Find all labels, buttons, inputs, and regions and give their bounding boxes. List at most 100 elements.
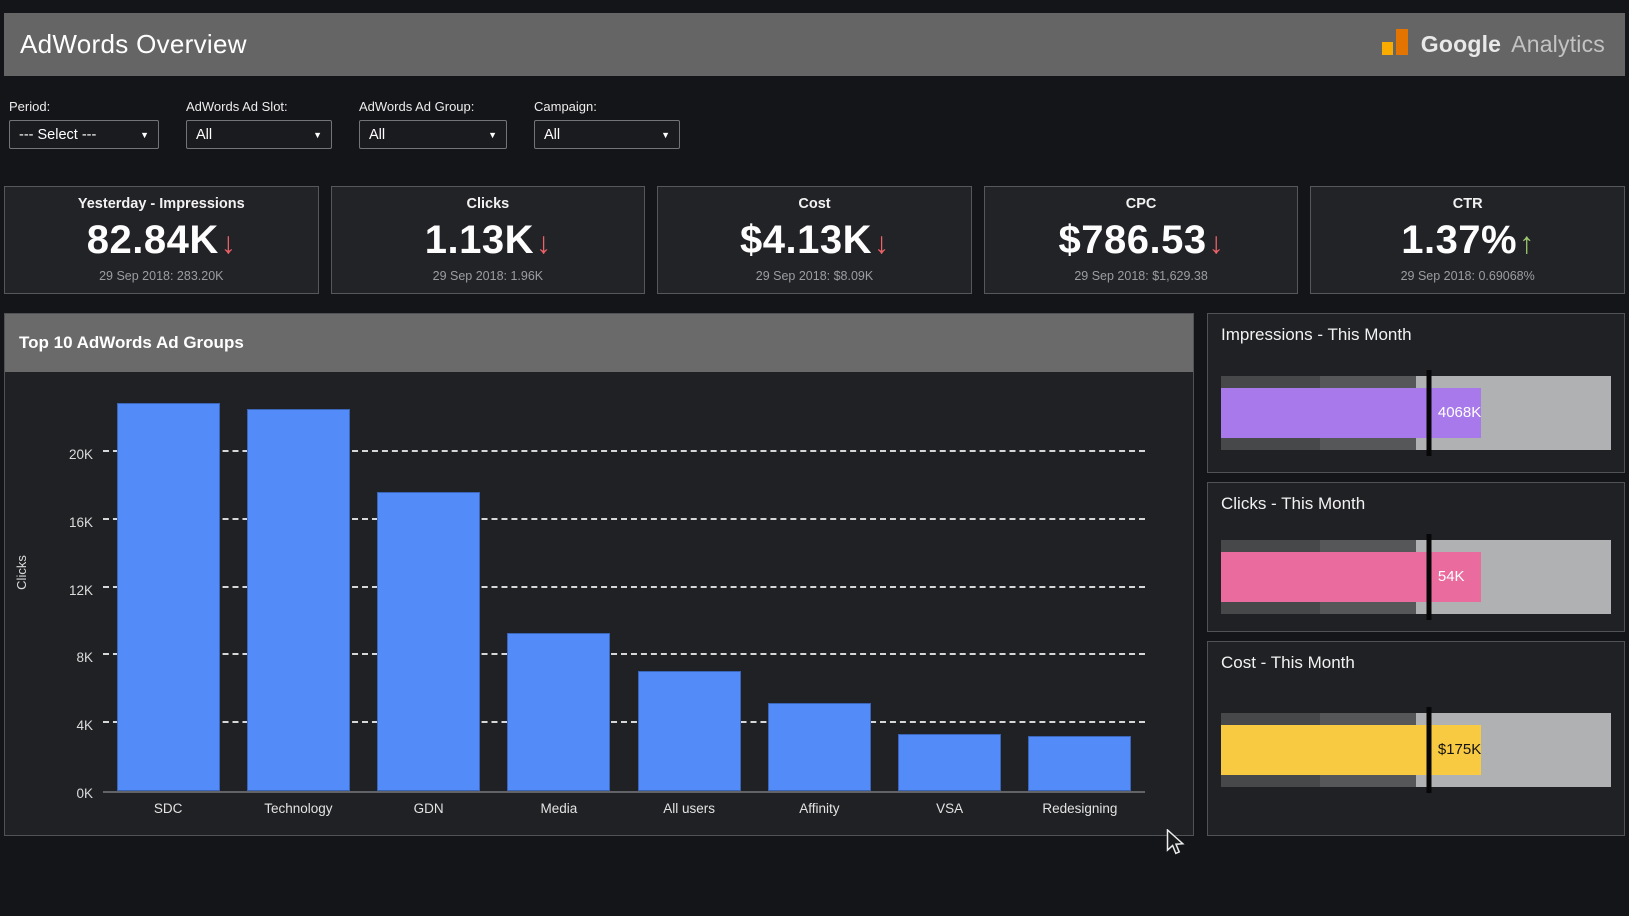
y-tick-8k: 8K (76, 650, 93, 666)
kpi-value: 1.13K (424, 218, 535, 262)
trend-down-icon: ↓ (536, 226, 552, 260)
trend-down-icon: ↓ (1208, 226, 1224, 260)
trend-down-icon: ↓ (873, 226, 889, 260)
chevron-down-icon: ▼ (488, 129, 497, 140)
main-content: Top 10 AdWords Ad Groups Clicks 0K 4K 8K 12… (4, 313, 1625, 836)
trend-down-icon: ↓ (220, 226, 236, 260)
filter-ad-group-label: AdWords Ad Group: (359, 99, 475, 114)
ad-slot-select[interactable]: All ▼ (186, 120, 332, 149)
bullet-target-marker (1426, 534, 1432, 620)
kpi-value: $4.13K (739, 218, 872, 262)
bullet-measure-bar (1221, 725, 1481, 775)
bullet-track: 54K (1221, 534, 1611, 620)
bar-slot-redesigning (1015, 372, 1145, 791)
chevron-down-icon: ▼ (313, 129, 322, 140)
kpi-footnote: 29 Sep 2018: $8.09K (755, 269, 874, 283)
kpi-value: 82.84K (86, 218, 219, 262)
bar-slot-all-users (624, 372, 754, 791)
filter-ad-group: AdWords Ad Group: All ▼ (359, 99, 507, 149)
bar-chart: Clicks 0K 4K 8K 12K 16K 20K SDC Technology GDN M… (5, 372, 1193, 835)
kpi-value-wrap: 1.37% ↑ (1401, 212, 1534, 269)
bullet-track: $175K (1221, 707, 1611, 793)
filter-campaign-label: Campaign: (534, 99, 597, 114)
brand-google-text: Google (1420, 31, 1502, 57)
period-select[interactable]: --- Select --- ▼ (9, 120, 159, 149)
app-header: AdWords Overview Google Analytics (4, 13, 1625, 76)
kpi-value-wrap: 82.84K ↓ (87, 212, 236, 269)
kpi-card-yesterday-impressions: Yesterday - Impressions 82.84K ↓ 29 Sep 201… (4, 186, 319, 294)
chevron-down-icon: ▼ (661, 129, 670, 140)
bar-technology[interactable] (246, 408, 350, 791)
bar-slot-sdc (103, 372, 233, 791)
top-ad-groups-panel: Top 10 AdWords Ad Groups Clicks 0K 4K 8K 12… (4, 313, 1194, 836)
gridline-20k (103, 450, 1145, 453)
y-tick-16k: 16K (68, 514, 93, 530)
x-label-media: Media (540, 801, 578, 816)
kpi-footnote: 29 Sep 2018: 0.69068% (1400, 269, 1535, 283)
bar-affinity[interactable] (767, 702, 871, 791)
x-label-vsa: VSA (936, 801, 964, 816)
dashboard-page: AdWords Overview Google Analytics Period… (4, 13, 1625, 836)
bars-layer (103, 372, 1145, 791)
y-axis-title: Clicks (13, 555, 29, 590)
x-label-sdc: SDC (153, 801, 183, 816)
bullet-panel-clicks-this-month: Clicks - This Month 54K (1207, 482, 1625, 632)
x-axis-labels: SDC Technology GDN Media All users Affinity VS… (103, 793, 1145, 824)
bullet-panel-cost-this-month: Cost - This Month $175K (1207, 641, 1625, 836)
bullet-track: 4068K (1221, 370, 1611, 456)
bar-slot-media (494, 372, 624, 791)
kpi-footnote: 29 Sep 2018: $1,629.38 (1074, 269, 1208, 283)
bar-slot-gdn (364, 372, 494, 791)
bullet-measure-bar (1221, 552, 1481, 602)
filter-ad-slot-label: AdWords Ad Slot: (186, 99, 288, 114)
kpi-value-wrap: 1.13K ↓ (425, 212, 551, 269)
gridline-12k (103, 585, 1145, 588)
bar-slot-affinity (754, 372, 884, 791)
bar-vsa[interactable] (898, 734, 1002, 791)
bullet-value-label: 4068K (1437, 404, 1482, 421)
x-label-all-users: All users (663, 801, 715, 816)
kpi-card-ctr: CTR 1.37% ↑ 29 Sep 2018: 0.69068% (1310, 186, 1625, 294)
bullet-panel-impressions-this-month: Impressions - This Month 4068K (1207, 313, 1625, 473)
bar-sdc[interactable] (116, 402, 220, 791)
ad-group-select-value: All (369, 126, 386, 143)
trend-up-icon: ↑ (1519, 226, 1535, 260)
gridline-16k (103, 517, 1145, 520)
bullet-target-marker (1426, 370, 1432, 456)
filters-bar: Period: --- Select --- ▼ AdWords Ad Slot… (9, 99, 1625, 149)
campaign-select[interactable]: All ▼ (534, 120, 680, 149)
mouse-cursor (1166, 828, 1188, 861)
kpi-card-clicks: Clicks 1.13K ↓ 29 Sep 2018: 1.96K (330, 186, 646, 294)
filter-period-label: Period: (9, 99, 51, 114)
bar-slot-technology (233, 372, 363, 791)
y-axis-ticks: 0K 4K 8K 12K 16K 20K (37, 372, 103, 801)
kpi-row: Yesterday - Impressions 82.84K ↓ 29 Sep 201… (4, 186, 1625, 294)
x-label-gdn: GDN (413, 801, 444, 816)
x-label-redesigning: Redesigning (1042, 801, 1118, 816)
kpi-value-wrap: $786.53 ↓ (1059, 212, 1224, 269)
bullet-title: Clicks - This Month (1221, 494, 1366, 513)
filter-ad-slot: AdWords Ad Slot: All ▼ (186, 99, 332, 149)
bar-gdn[interactable] (377, 491, 481, 791)
bullet-value-label: 54K (1437, 568, 1465, 585)
bullet-measure-bar (1221, 388, 1481, 438)
ad-slot-select-value: All (196, 126, 213, 143)
bullet-target-marker (1426, 707, 1432, 793)
filter-period: Period: --- Select --- ▼ (9, 99, 159, 149)
y-tick-4k: 4K (76, 718, 93, 734)
x-label-technology: Technology (264, 801, 333, 816)
kpi-value-wrap: $4.13K ↓ (740, 212, 889, 269)
y-tick-20k: 20K (68, 447, 93, 463)
campaign-select-value: All (544, 126, 561, 143)
kpi-value: 1.37% (1401, 218, 1518, 262)
brand-analytics-text: Analytics (1511, 31, 1605, 57)
bullet-title: Impressions - This Month (1221, 325, 1412, 344)
page-title: AdWords Overview (20, 29, 247, 59)
gridline-4k (103, 721, 1145, 724)
bar-media[interactable] (507, 633, 611, 791)
bar-chart-plot (103, 372, 1145, 793)
bar-all-users[interactable] (637, 670, 741, 791)
kpi-card-cpc: CPC $786.53 ↓ 29 Sep 2018: $1,629.38 (983, 186, 1299, 294)
bar-redesigning[interactable] (1028, 735, 1132, 791)
ad-group-select[interactable]: All ▼ (359, 120, 507, 149)
